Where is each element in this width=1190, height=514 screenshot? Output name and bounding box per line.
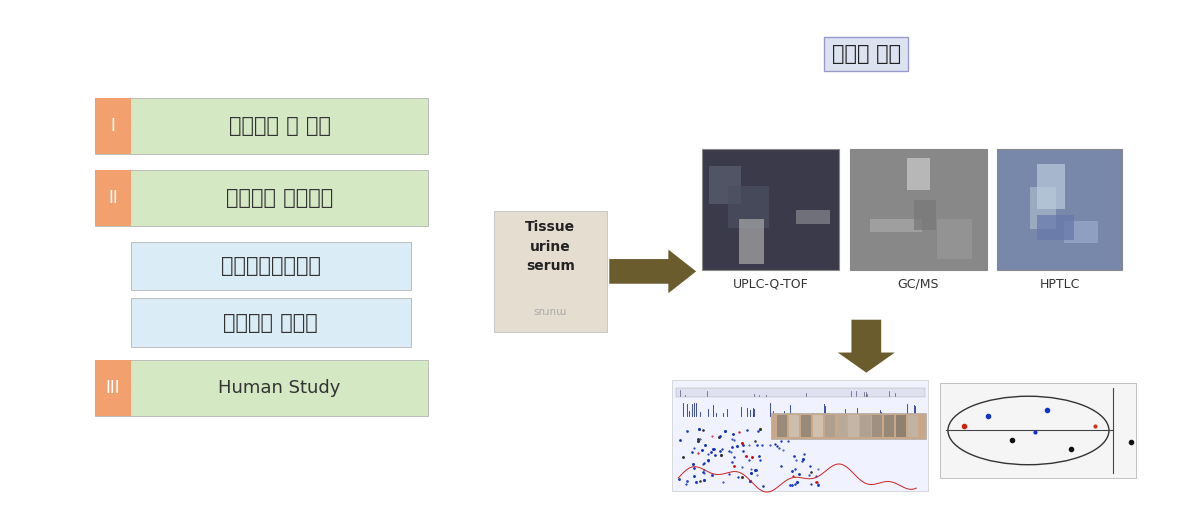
Bar — [777, 415, 788, 437]
Text: UPLC-Q-TOF: UPLC-Q-TOF — [733, 278, 808, 291]
Bar — [872, 415, 883, 437]
Bar — [1038, 164, 1065, 209]
Text: snɹnɯ: snɹnɯ — [534, 307, 566, 317]
Bar — [850, 149, 987, 270]
Bar — [848, 415, 859, 437]
Bar — [789, 415, 800, 437]
Bar — [860, 415, 871, 437]
Bar — [739, 219, 764, 264]
Text: 비만유도 동물모델: 비만유도 동물모델 — [226, 188, 333, 208]
Bar — [709, 166, 741, 204]
Polygon shape — [609, 250, 696, 293]
Text: Tissue
urine
serum: Tissue urine serum — [525, 221, 576, 273]
Bar — [908, 415, 919, 437]
Bar — [896, 415, 907, 437]
Text: HPTLC: HPTLC — [1040, 278, 1079, 291]
Bar — [95, 98, 428, 154]
Bar — [937, 219, 972, 259]
Text: 고지방식이유도군: 고지방식이유도군 — [220, 256, 321, 276]
Text: 대사체 분석: 대사체 분석 — [832, 44, 901, 64]
Bar — [997, 149, 1122, 270]
Bar — [1064, 221, 1098, 243]
Text: III: III — [106, 379, 120, 397]
Text: 난소절제 유도군: 난소절제 유도군 — [224, 313, 318, 333]
Text: II: II — [108, 189, 118, 207]
Bar — [1029, 187, 1056, 229]
Bar — [825, 415, 835, 437]
Bar — [95, 170, 131, 226]
Bar — [672, 380, 928, 491]
Bar — [884, 415, 895, 437]
Bar — [771, 413, 926, 439]
Bar — [131, 298, 411, 347]
Bar — [813, 415, 823, 437]
Text: GC/MS: GC/MS — [897, 278, 939, 291]
Bar — [914, 200, 935, 230]
Bar — [837, 415, 847, 437]
Polygon shape — [838, 320, 895, 373]
Bar — [95, 98, 131, 154]
Bar — [796, 210, 831, 224]
Bar — [702, 149, 839, 270]
Text: 비만세포 및 배지: 비만세포 및 배지 — [228, 116, 331, 136]
Text: I: I — [111, 117, 115, 135]
Bar — [801, 415, 812, 437]
Bar — [1036, 214, 1073, 240]
Bar — [131, 242, 411, 290]
Text: Human Study: Human Study — [219, 379, 340, 397]
Bar — [494, 211, 607, 332]
Bar — [95, 360, 131, 416]
Bar — [870, 218, 922, 232]
Bar — [940, 383, 1136, 478]
Bar — [907, 158, 931, 190]
Bar — [95, 170, 428, 226]
Bar — [95, 360, 428, 416]
Bar — [728, 187, 770, 228]
Bar — [676, 388, 925, 397]
